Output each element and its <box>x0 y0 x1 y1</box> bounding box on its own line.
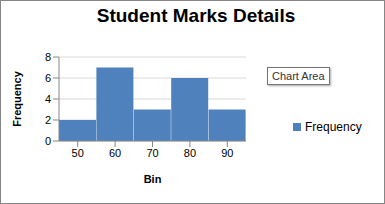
svg-text:2: 2 <box>45 114 51 126</box>
svg-text:80: 80 <box>184 147 196 159</box>
svg-text:0: 0 <box>45 135 51 147</box>
svg-text:Frequency: Frequency <box>11 70 23 127</box>
svg-text:4: 4 <box>45 93 51 105</box>
html-text:Frequency: Frequency <box>305 120 362 134</box>
svg-text:Bin: Bin <box>144 173 162 185</box>
svg-text:6: 6 <box>45 72 51 84</box>
svg-text:60: 60 <box>109 147 121 159</box>
html-text:Chart Area: Chart Area <box>272 70 325 82</box>
svg-text:90: 90 <box>221 147 233 159</box>
svg-text:70: 70 <box>146 147 158 159</box>
svg-text:8: 8 <box>45 51 51 63</box>
html-text:Student Marks Details: Student Marks Details <box>96 5 296 26</box>
svg-text:50: 50 <box>72 147 84 159</box>
